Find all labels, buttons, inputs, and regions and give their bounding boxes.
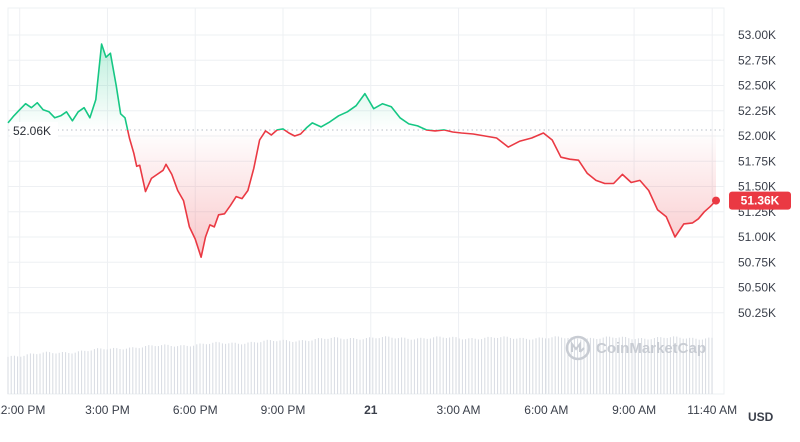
plot-frame: [7, 7, 725, 395]
x-axis: 12:00 PM 3:00 PM 6:00 PM 9:00 PM 21 3:00 AM 6:…: [0, 403, 737, 417]
current-price-dot: [712, 196, 720, 205]
reference-label-bg: [10, 121, 58, 138]
y-tick-label: 51.50K: [738, 180, 776, 194]
x-tick-label: 6:00 PM: [173, 403, 218, 417]
x-tick-label: 3:00 AM: [437, 403, 481, 417]
price-line-up: [7, 43, 448, 130]
x-tick-label: 9:00 AM: [612, 403, 656, 417]
y-tick-label: 53.00K: [738, 28, 776, 42]
current-price-badge: 51.36K: [729, 191, 791, 210]
currency-unit: USD: [748, 410, 774, 424]
reference-label: 52.06K: [13, 124, 51, 138]
y-tick-label: 52.25K: [738, 104, 776, 118]
volume-bars: [7, 336, 713, 394]
watermark: CoinMarketCap: [565, 335, 706, 361]
x-tick-label: 3:00 PM: [85, 403, 130, 417]
x-tick-label: 6:00 AM: [524, 403, 568, 417]
area-above-reference: [8, 44, 716, 130]
y-tick-label: 52.50K: [738, 79, 776, 93]
price-line: [7, 43, 717, 258]
y-axis: 53.00K 52.75K 52.50K 52.25K 52.00K 51.75K 51.5…: [738, 28, 776, 320]
y-tick-label: 50.75K: [738, 255, 776, 269]
y-tick-label: 52.75K: [738, 53, 776, 67]
watermark-text: CoinMarketCap: [596, 340, 706, 357]
current-price-label: 51.36K: [741, 194, 780, 208]
x-tick-label: 21: [364, 403, 378, 417]
coinmarketcap-logo-icon: [565, 335, 591, 361]
price-line-down: [126, 129, 717, 258]
y-tick-label: 50.25K: [738, 306, 776, 320]
y-tick-label: 50.50K: [738, 281, 776, 295]
y-tick-label: 51.75K: [738, 154, 776, 168]
current-price-badge-bg: [729, 191, 791, 210]
x-tick-label: 9:00 PM: [261, 403, 306, 417]
y-tick-label: 52.00K: [738, 129, 776, 143]
x-tick-label: 11:40 AM: [687, 403, 737, 417]
y-tick-label: 51.00K: [738, 230, 776, 244]
x-tick-label: 12:00 PM: [0, 403, 45, 417]
grid-lines: [7, 7, 725, 395]
